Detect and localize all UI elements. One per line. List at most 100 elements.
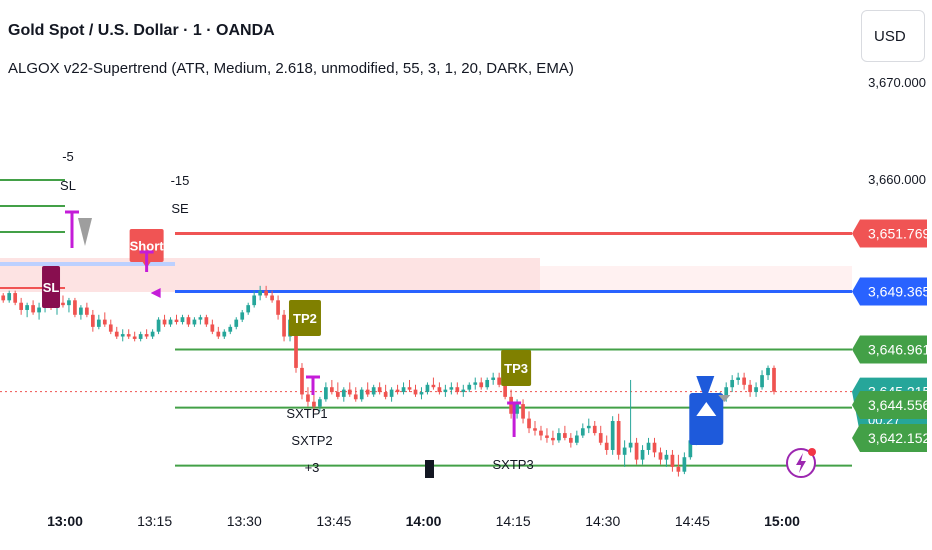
candle-body	[563, 433, 567, 438]
currency-button[interactable]: USD	[861, 10, 925, 62]
time-axis-label: 14:45	[675, 513, 710, 529]
candle-body	[658, 452, 663, 460]
indicator-legend[interactable]: ALGOX v22-Supertrend (ATR, Medium, 2.618…	[8, 60, 574, 77]
candle-body	[580, 428, 585, 436]
candle-body	[670, 454, 675, 467]
candle-body	[186, 317, 191, 325]
candle-body	[473, 382, 478, 385]
tp2-price-label[interactable]	[852, 391, 927, 419]
tp3-price-value: 3,642.152	[868, 430, 930, 446]
tp1-price-value: 3,646.961	[868, 342, 930, 358]
candle-body	[419, 392, 424, 395]
tp3-signal-box-label: TP3	[504, 361, 528, 376]
stop-zone-right	[540, 266, 852, 292]
candle-body	[437, 387, 442, 393]
sl-signal-box-label: SL	[43, 280, 60, 295]
tp1-price-label[interactable]	[852, 335, 927, 364]
tp3-signal-box[interactable]	[501, 350, 532, 386]
candle-body	[126, 334, 131, 337]
entry-zone-left	[0, 262, 175, 266]
tp2-price-value: 3,644.556	[868, 397, 930, 413]
candle-body	[485, 379, 490, 388]
sl-label: SL	[60, 178, 76, 193]
tp3-price-label[interactable]	[852, 424, 927, 452]
candle-body	[138, 334, 143, 339]
candle-body	[192, 319, 197, 325]
short-signal-box-label: Short	[130, 239, 165, 254]
candle-body	[258, 290, 263, 296]
short-signal-box[interactable]	[129, 229, 164, 262]
candle-body	[318, 399, 322, 407]
candle-body	[616, 421, 621, 455]
candle-body	[377, 387, 382, 393]
long-arrow-icon	[696, 402, 717, 416]
candle-body	[760, 375, 764, 388]
candle-body	[102, 319, 107, 325]
candle-body	[144, 334, 149, 337]
candle-body	[114, 331, 119, 337]
candle-body	[67, 300, 71, 306]
price-axis-tick: 3,670.000	[868, 75, 926, 90]
candle-body	[210, 324, 215, 332]
candle-body	[497, 377, 502, 385]
candle-body	[443, 389, 448, 393]
candle-body	[742, 377, 746, 385]
candle-body	[96, 319, 101, 327]
sxtp3-label: SXTP3	[493, 457, 534, 472]
sxtp1-label: SXTP1	[286, 406, 327, 421]
sl-count-label: -5	[62, 149, 74, 164]
candle-body	[730, 379, 735, 388]
candle-body	[736, 377, 741, 380]
candle-body	[174, 319, 179, 323]
candle-body	[150, 331, 155, 337]
candle-body	[228, 326, 233, 332]
time-axis-label: 13:15	[137, 513, 172, 529]
candle-body	[455, 387, 460, 393]
candle-body	[491, 377, 496, 380]
candle-body	[329, 387, 334, 393]
lightning-icon[interactable]	[783, 443, 823, 483]
candle-body	[592, 425, 597, 434]
candle-body	[527, 418, 531, 429]
candle-body	[365, 389, 370, 395]
candle-body	[628, 442, 633, 448]
time-axis-label: 14:30	[585, 513, 620, 529]
candle-body	[13, 293, 18, 303]
time-axis-label: 13:30	[227, 513, 262, 529]
candle-body	[73, 300, 77, 315]
candle-body	[664, 454, 669, 460]
stop-price-label[interactable]	[852, 219, 927, 248]
entry-price-label[interactable]	[852, 277, 927, 306]
candle-body	[545, 435, 549, 438]
stop-price-value: 3,651.769	[868, 225, 930, 241]
candle-body	[646, 442, 651, 450]
candle-body	[557, 433, 561, 441]
chart-scroll-marker[interactable]	[425, 460, 434, 478]
candle-body	[156, 319, 161, 332]
time-axis-label: 15:00	[764, 513, 800, 529]
candle-body	[533, 428, 537, 431]
time-axis-label: 14:15	[496, 513, 531, 529]
tp2-signal-box-label: TP2	[293, 311, 317, 326]
candle-body	[401, 387, 406, 393]
candle-body	[31, 305, 35, 313]
candle-body	[598, 433, 603, 443]
profit-label: +3	[305, 460, 320, 475]
entry-price-value: 3,649.365	[868, 284, 930, 300]
tp2-signal-box[interactable]	[288, 300, 321, 336]
candle-body	[132, 336, 137, 339]
sl-signal-box[interactable]	[42, 266, 61, 308]
sl-triangle-marker	[78, 218, 92, 246]
candle-body	[467, 384, 472, 390]
se-count-label: -15	[171, 173, 190, 188]
candle-body	[347, 389, 352, 395]
symbol-title[interactable]: Gold Spot / U.S. Dollar · 1 · OANDA	[8, 22, 275, 39]
candle-body	[688, 440, 693, 458]
candle-body	[724, 387, 729, 397]
candle-body	[79, 307, 83, 315]
candle-body	[120, 334, 125, 337]
candle-body	[359, 389, 364, 400]
long-signal-box[interactable]	[689, 393, 724, 445]
